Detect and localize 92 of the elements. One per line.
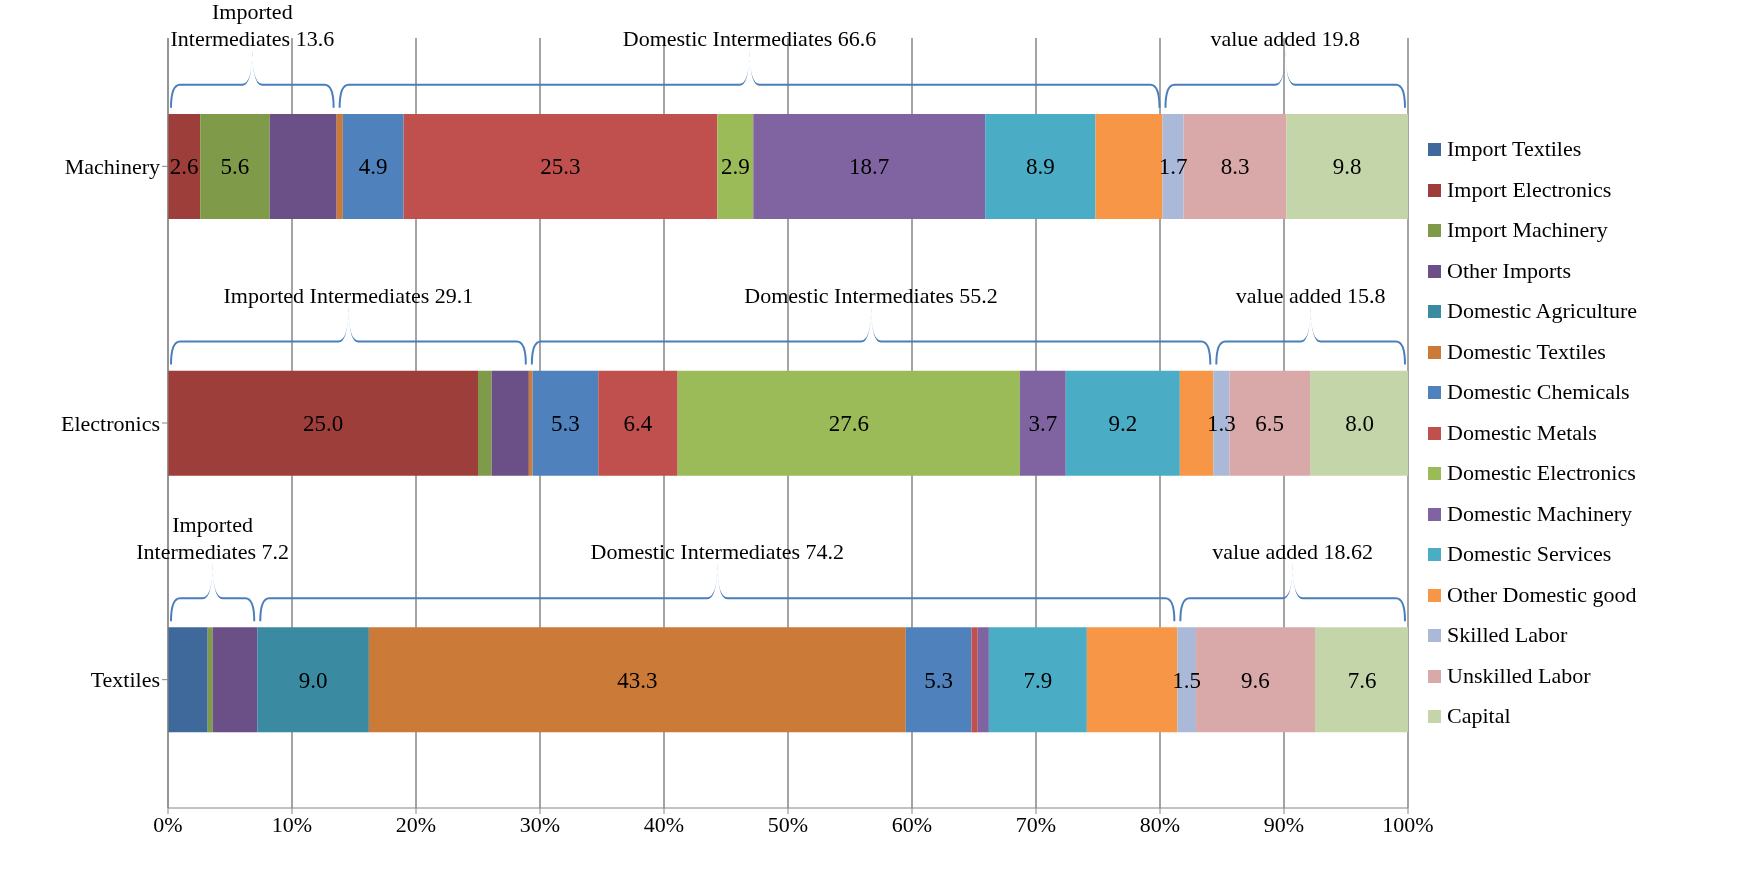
bar xyxy=(677,370,1020,476)
bar xyxy=(1310,370,1408,476)
bar xyxy=(168,114,201,219)
bar xyxy=(478,370,492,476)
legend-label: Domestic Services xyxy=(1447,540,1612,569)
data-label: 7.6 xyxy=(1347,667,1377,693)
bar xyxy=(753,114,986,219)
data-label: 7.9 xyxy=(1023,667,1053,693)
annotation: Imported Intermediates 7.2 xyxy=(136,512,290,565)
legend-label: Capital xyxy=(1447,702,1511,731)
bar xyxy=(269,114,337,219)
x-tick-label: 70% xyxy=(1015,811,1057,837)
data-label: 25.0 xyxy=(302,411,344,436)
data-label: 5.3 xyxy=(551,411,580,436)
legend-label: Domestic Metals xyxy=(1447,418,1597,447)
legend-label: Domestic Agriculture xyxy=(1447,297,1638,326)
legend-label: Domestic Textiles xyxy=(1447,337,1606,366)
data-label: 27.6 xyxy=(828,411,869,436)
bar xyxy=(257,627,369,733)
bar xyxy=(403,114,718,219)
x-tick-label: 20% xyxy=(395,811,437,837)
bar xyxy=(1286,114,1408,219)
data-label: 4.9 xyxy=(358,154,388,180)
annotation: value added 18.62 xyxy=(1212,539,1374,565)
legend-label: Import Textiles xyxy=(1447,135,1582,164)
x-tick-label: 30% xyxy=(519,811,561,837)
data-label: 18.7 xyxy=(849,154,890,180)
bar xyxy=(528,370,533,476)
legend-label: Import Electronics xyxy=(1447,175,1612,204)
data-label: 9.8 xyxy=(1332,154,1362,180)
bar xyxy=(988,627,1087,733)
annotation: Domestic Intermediates 66.6 xyxy=(622,25,877,51)
y-tick-label: Electronics xyxy=(61,410,160,436)
bar xyxy=(336,114,343,219)
data-label: 8.3 xyxy=(1220,154,1250,180)
x-tick-label: 40% xyxy=(643,811,685,837)
bar xyxy=(985,114,1096,219)
bar xyxy=(212,627,258,733)
x-tick-label: 90% xyxy=(1263,811,1305,837)
legend-label: Other Domestic good xyxy=(1447,580,1637,609)
x-tick-label: 10% xyxy=(271,811,313,837)
bar xyxy=(977,627,989,733)
x-tick-label: 80% xyxy=(1139,811,1181,837)
data-label: 3.7 xyxy=(1028,411,1058,436)
data-label: 2.6 xyxy=(169,154,199,180)
bar xyxy=(491,370,529,476)
bar xyxy=(971,627,978,733)
bar xyxy=(1315,627,1408,733)
annotation: Domestic Intermediates 74.2 xyxy=(590,539,845,565)
data-label: 43.3 xyxy=(617,667,658,693)
bar xyxy=(200,114,270,219)
bar xyxy=(532,370,599,476)
bar xyxy=(368,627,906,733)
annotation: value added 19.8 xyxy=(1210,25,1361,51)
legend-label: Domestic Electronics xyxy=(1447,459,1636,488)
legend-label: Other Imports xyxy=(1447,256,1572,285)
legend-label: Unskilled Labor xyxy=(1447,661,1591,690)
bar xyxy=(168,370,478,476)
data-label: 9.6 xyxy=(1241,667,1270,693)
bar xyxy=(1019,370,1066,476)
data-label: 6.5 xyxy=(1255,411,1285,436)
bar xyxy=(1095,114,1163,219)
x-tick-label: 100% xyxy=(1382,811,1434,837)
annotation: value added 15.8 xyxy=(1235,282,1386,308)
data-label: 8.9 xyxy=(1025,154,1055,180)
x-tick-label: 0% xyxy=(153,811,183,837)
bar xyxy=(1065,370,1180,476)
y-tick-label: Machinery xyxy=(64,154,160,180)
data-label: 2.9 xyxy=(720,154,750,180)
x-tick-label: 60% xyxy=(891,811,933,837)
legend-label: Domestic Machinery xyxy=(1447,499,1633,528)
x-tick-label: 50% xyxy=(767,811,809,837)
y-tick-label: Textiles xyxy=(90,667,160,693)
data-label: 8.0 xyxy=(1345,411,1375,436)
data-label: 5.6 xyxy=(220,154,250,180)
annotation: Domestic Intermediates 55.2 xyxy=(744,282,998,308)
bar xyxy=(717,114,754,219)
bar xyxy=(598,370,678,476)
data-label: 9.0 xyxy=(298,667,328,693)
annotation: Imported Intermediates 13.6 xyxy=(170,0,335,51)
legend-label: Domestic Chemicals xyxy=(1447,378,1630,407)
bar xyxy=(168,627,208,733)
bar xyxy=(905,627,972,733)
data-label: 25.3 xyxy=(540,154,581,180)
data-label: 5.3 xyxy=(924,667,954,693)
data-label: 9.2 xyxy=(1108,411,1138,436)
legend-label: Import Machinery xyxy=(1447,216,1608,245)
bar xyxy=(207,627,213,733)
annotation: Imported Intermediates 29.1 xyxy=(223,282,474,308)
legend-label: Skilled Labor xyxy=(1447,621,1568,650)
data-label: 6.4 xyxy=(623,411,653,436)
bar xyxy=(342,114,404,219)
